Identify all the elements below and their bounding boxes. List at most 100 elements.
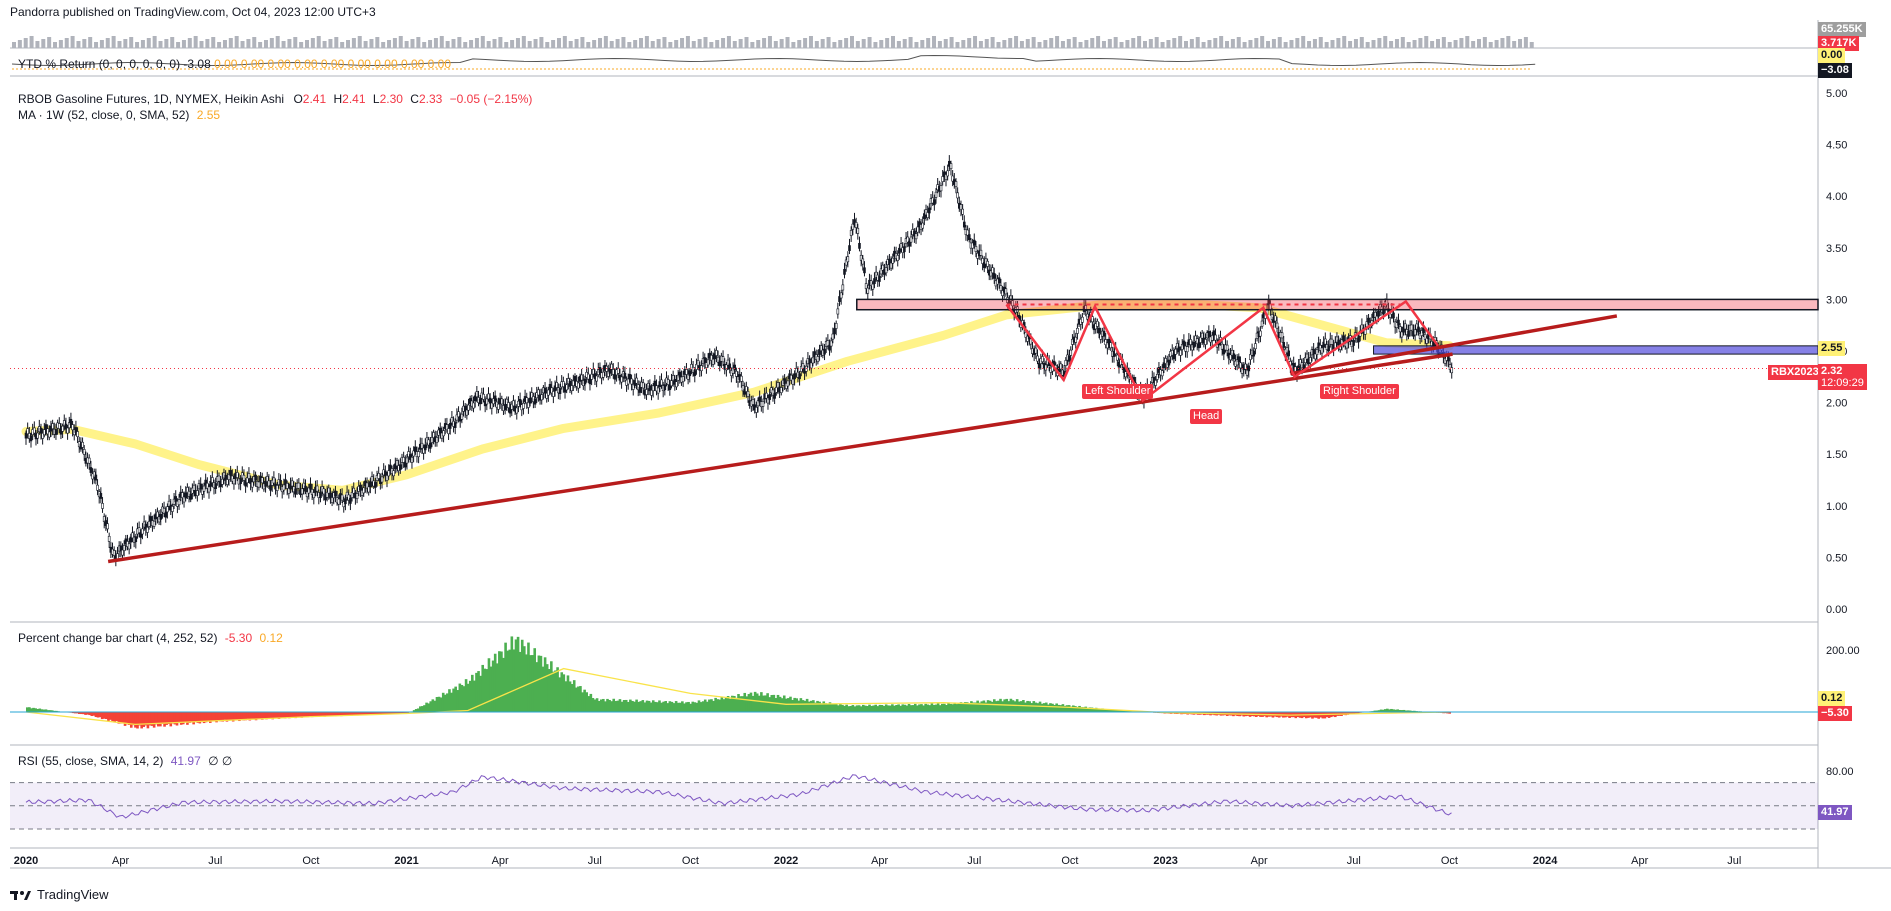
pct-bar xyxy=(518,651,522,712)
volume-bar xyxy=(808,36,813,48)
candle-body xyxy=(387,470,390,477)
tradingview-logo-icon xyxy=(10,890,31,900)
pct-bar xyxy=(1448,712,1452,714)
volume-bar xyxy=(111,36,116,48)
pct-bar xyxy=(1446,712,1449,714)
ytd-label: YTD % Return (0, 0, 0, 0, 0, 0) xyxy=(18,57,181,71)
candle-body xyxy=(635,377,638,384)
volume-bar xyxy=(1342,36,1347,48)
volume-bar xyxy=(1518,39,1523,48)
candle-body xyxy=(779,387,783,393)
pct-bar xyxy=(608,700,611,712)
candle-body xyxy=(385,475,389,481)
candle-body xyxy=(422,447,425,454)
volume-bar xyxy=(1137,36,1142,48)
candle-body xyxy=(404,461,407,468)
volume-badge: 3.717K xyxy=(1818,36,1860,51)
volume-bar xyxy=(1435,39,1440,48)
candle-body xyxy=(530,392,534,399)
pct-bar xyxy=(780,698,784,712)
pct-bar xyxy=(1115,710,1119,712)
pct-bar xyxy=(712,700,715,712)
volume-bar xyxy=(1482,37,1487,48)
pct-bar xyxy=(1061,704,1065,712)
candle-body xyxy=(374,482,377,488)
ytd-legend: YTD % Return (0, 0, 0, 0, 0, 0) -3.08 0.… xyxy=(18,57,451,71)
price-tick-label: 3.50 xyxy=(1826,243,1847,255)
pct-bar xyxy=(755,693,759,712)
volume-bar xyxy=(1254,38,1259,48)
candle-body xyxy=(648,385,652,392)
pct-bar xyxy=(125,712,129,725)
pct-bar xyxy=(1350,712,1354,715)
pct-bar xyxy=(799,698,803,712)
volume-bar xyxy=(1459,38,1464,48)
volume-bar xyxy=(715,40,720,48)
pct-bar xyxy=(674,701,678,712)
candle-body xyxy=(149,516,153,522)
pct-bar xyxy=(493,653,497,712)
pct-bar xyxy=(406,712,410,714)
right-shoulder-label[interactable]: Right Shoulder xyxy=(1320,384,1399,399)
candle-body xyxy=(906,236,910,243)
candle-body xyxy=(681,376,685,382)
candle-body xyxy=(645,389,648,395)
pct-bar xyxy=(641,700,645,712)
head-label[interactable]: Head xyxy=(1190,409,1223,424)
candle-body xyxy=(500,398,504,405)
pct-bar xyxy=(132,712,135,726)
candle-body xyxy=(849,230,853,236)
volume-bar xyxy=(76,41,81,48)
candle-body xyxy=(981,258,984,264)
candle-body xyxy=(713,353,717,360)
candle-body xyxy=(630,378,633,385)
candle-body xyxy=(159,513,163,520)
pct-bar xyxy=(333,712,337,717)
pct-bar xyxy=(32,707,35,712)
volume-bar xyxy=(504,42,509,48)
pct-bar xyxy=(404,712,408,714)
pct-bar xyxy=(252,712,256,719)
pct-bar xyxy=(1410,710,1414,712)
pct-bar xyxy=(560,672,564,712)
pct-bar xyxy=(308,712,312,717)
volume-bar xyxy=(879,40,884,48)
candle-body xyxy=(417,451,420,458)
volume-bar xyxy=(820,39,825,48)
pct-bar xyxy=(443,694,447,712)
candle-body xyxy=(816,356,820,362)
pct-bar xyxy=(435,697,439,712)
left-shoulder-label[interactable]: Left Shoulder xyxy=(1082,384,1154,399)
pct-bar xyxy=(907,703,911,712)
pct-bar xyxy=(1128,710,1131,712)
pct-bar xyxy=(616,700,620,712)
pct-bar xyxy=(423,705,426,712)
candle-body xyxy=(74,427,78,433)
volume-bar xyxy=(797,40,802,48)
volume-bar xyxy=(392,38,397,48)
candle-body xyxy=(928,207,931,214)
candle-body xyxy=(1222,348,1226,355)
candle-body xyxy=(307,487,311,494)
candle-body xyxy=(1287,350,1290,357)
volume-bar xyxy=(744,37,749,48)
volume-top-badge: 65.255K xyxy=(1818,22,1866,37)
candle-body xyxy=(69,418,73,425)
pct-bar xyxy=(181,712,185,725)
pct-bar xyxy=(974,702,977,712)
candle-body xyxy=(733,364,737,371)
pct-bar xyxy=(105,712,108,720)
volume-bar xyxy=(844,38,849,48)
pct-bar xyxy=(868,704,871,712)
time-tick-label: Jul xyxy=(208,855,222,867)
volume-bar xyxy=(1230,39,1235,48)
price-tick-label: 0.50 xyxy=(1826,552,1847,564)
pct-bar xyxy=(880,705,884,712)
time-tick-label: Oct xyxy=(1441,855,1458,867)
pct-bar xyxy=(807,701,811,712)
pct-bar xyxy=(169,712,173,727)
candle-body xyxy=(44,424,48,430)
volume-bar xyxy=(246,39,251,48)
volume-bar xyxy=(762,38,767,48)
